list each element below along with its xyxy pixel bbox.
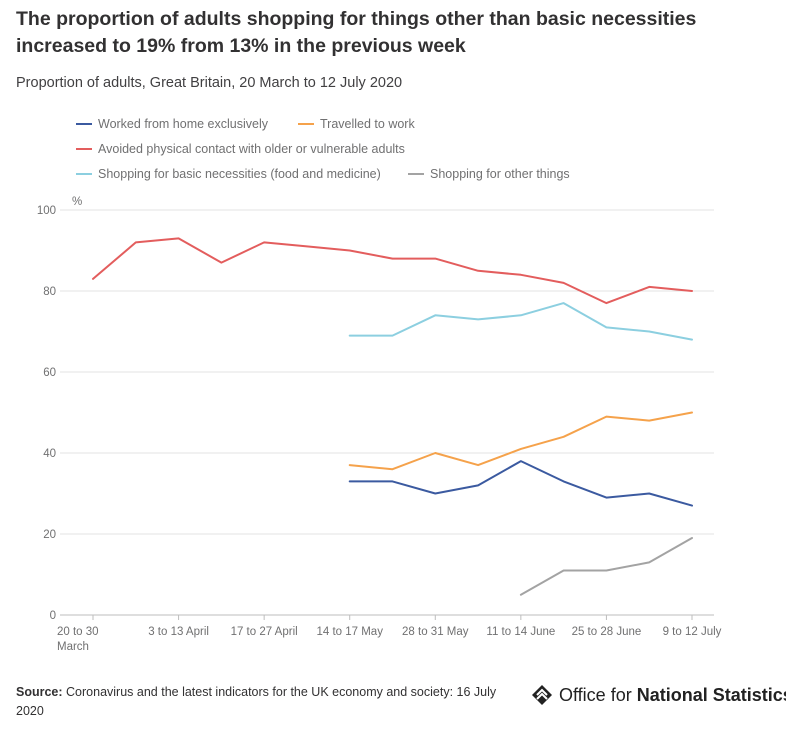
series-line-2 xyxy=(92,237,693,305)
source-note: Source: Coronavirus and the latest indic… xyxy=(16,683,516,721)
legend-item-basic-necessities: Shopping for basic necessities (food and… xyxy=(76,167,381,181)
x-tick-label: 11 to 14 June xyxy=(486,626,555,638)
legend-item-travelled-to-work: Travelled to work xyxy=(298,117,415,131)
x-tick-label: 14 to 17 May xyxy=(316,626,383,638)
y-tick-label: 0 xyxy=(50,610,56,622)
y-tick-label: 80 xyxy=(43,286,56,298)
ons-logo: Office for National Statistics xyxy=(531,684,786,706)
x-tick-label: March xyxy=(57,641,89,653)
legend-swatch xyxy=(76,123,92,125)
ons-logo-text-regular: Office for xyxy=(559,684,637,705)
y-tick-label: 40 xyxy=(43,448,56,460)
legend-item-other-things: Shopping for other things xyxy=(408,167,570,181)
x-tick-label: 9 to 12 July xyxy=(663,626,722,638)
x-tick-label: 25 to 28 June xyxy=(572,626,642,638)
y-tick-label: 100 xyxy=(37,205,56,217)
chart-title: The proportion of adults shopping for th… xyxy=(16,8,697,57)
source-label: Source: xyxy=(16,685,63,699)
x-tick-label: 28 to 31 May xyxy=(402,626,469,638)
ons-logo-text-bold: National Statistics xyxy=(636,684,786,705)
legend-swatch xyxy=(298,123,314,125)
line-chart: 0 20 40 60 80 100% 20 to 30 March 3 to 13 April 1… xyxy=(37,196,722,653)
legend-label: Shopping for basic necessities (food and… xyxy=(98,167,381,181)
ons-logo-text: Office for National Statistics xyxy=(559,685,786,706)
legend-item-avoided-contact: Avoided physical contact with older or v… xyxy=(76,142,405,156)
legend-label: Shopping for other things xyxy=(430,167,570,181)
series-line-4 xyxy=(519,537,693,596)
legend-item-worked-from-home: Worked from home exclusively xyxy=(76,117,268,131)
x-tick-label: 17 to 27 April xyxy=(231,626,298,638)
legend-label: Avoided physical contact with older or v… xyxy=(98,142,405,156)
y-tick-label: 60 xyxy=(43,367,56,379)
series-line-0 xyxy=(348,460,693,507)
legend-swatch xyxy=(408,173,424,175)
series-line-1 xyxy=(348,411,693,471)
legend-label: Worked from home exclusively xyxy=(98,117,268,131)
legend-swatch xyxy=(76,173,92,175)
ons-logo-icon xyxy=(532,685,552,705)
chart-subtitle: Proportion of adults, Great Britain, 20 … xyxy=(16,75,403,91)
legend-swatch xyxy=(76,148,92,150)
y-axis-unit-label: % xyxy=(72,196,82,208)
x-tick-label: 20 to 30 xyxy=(57,626,99,638)
x-tick-label: 3 to 13 April xyxy=(148,626,209,638)
source-text: Coronavirus and the latest indicators fo… xyxy=(16,685,497,718)
series-line-3 xyxy=(348,302,693,341)
legend-label: Travelled to work xyxy=(320,117,415,131)
y-tick-label: 20 xyxy=(43,529,56,541)
